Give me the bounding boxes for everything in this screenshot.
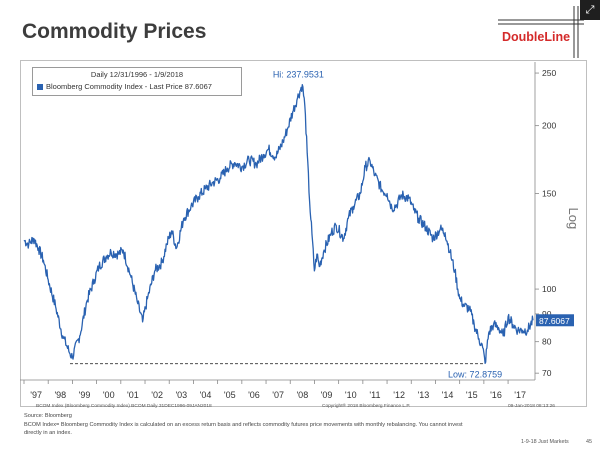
x-tick-label: '05 <box>224 390 236 400</box>
x-tick-label: '08 <box>296 390 308 400</box>
chart-axes: 70 80 90 100 150 200 250 Log '97 '98 '99 '00 '01 '02 '… <box>20 62 581 400</box>
low-annotation: Low: 72.8759 <box>448 370 502 380</box>
series-line-bcom <box>23 84 534 364</box>
x-tick-label: '09 <box>321 390 333 400</box>
high-annotation: Hi: 237.9531 <box>273 70 324 80</box>
y-tick-label: 70 <box>542 368 552 378</box>
x-tick-label: '03 <box>175 390 187 400</box>
x-tick-label: '14 <box>442 390 454 400</box>
bloomberg-footer-center: Copyright® 2018 Bloomberg Finance L.P. <box>322 404 411 409</box>
source-note: BCOM Index= Bloomberg Commodity Index is… <box>24 422 463 436</box>
chart-series-layer <box>23 84 534 364</box>
x-tick-label: '97 <box>30 390 42 400</box>
y-tick-label: 200 <box>542 121 556 131</box>
chart-frame <box>20 60 587 407</box>
y-tick-label: 100 <box>542 284 556 294</box>
last-price-label: 87.6067 <box>539 316 570 326</box>
chart-annotations: Hi: 237.9531 Low: 72.8759 87.6067 <box>273 70 574 380</box>
y-axis-label: Log <box>566 207 581 229</box>
last-price-tag <box>536 314 574 327</box>
x-tick-label: '04 <box>200 390 212 400</box>
x-tick-label: '16 <box>490 390 502 400</box>
doubleline-logo <box>498 6 584 58</box>
bloomberg-footer-right: 09-Jan-2018 08:13:26 <box>508 404 555 409</box>
legend-date-range: Daily 12/31/1996 - 1/9/2018 <box>90 70 184 79</box>
legend-series-label: Bloomberg Commodity Index - Last Price 8… <box>46 82 212 91</box>
x-tick-label: '11 <box>369 390 380 400</box>
x-tick-label: '01 <box>127 390 139 400</box>
legend-series-entry: Bloomberg Commodity Index - Last Price 8… <box>37 82 212 91</box>
x-tick-label: '07 <box>272 390 284 400</box>
y-tick-label: 80 <box>542 337 552 347</box>
page-number: 45 <box>586 439 592 445</box>
x-tick-label: '00 <box>103 390 115 400</box>
x-tick-label: '06 <box>248 390 260 400</box>
x-tick-label: '17 <box>514 390 526 400</box>
y-tick-label: 250 <box>542 68 556 78</box>
source-label: Source: Bloomberg <box>24 413 72 419</box>
x-tick-label: '99 <box>79 390 91 400</box>
y-tick-label: 90 <box>542 309 552 319</box>
chart-legend: Daily 12/31/1996 - 1/9/2018 Bloomberg Co… <box>32 67 242 96</box>
legend-swatch <box>37 84 43 91</box>
doubleline-logo-text: DoubleLine <box>502 30 571 44</box>
expand-icon[interactable]: ⤢ <box>580 0 600 20</box>
page-title: Commodity Prices <box>22 20 207 43</box>
x-tick-label: '10 <box>345 390 357 400</box>
x-tick-label: '12 <box>393 390 405 400</box>
bloomberg-footer-left: BCOM Index (Bloomberg Commodity Index) B… <box>36 404 212 409</box>
y-tick-label: 150 <box>542 188 556 198</box>
page-footer-text: 1-9-18 Just Markets <box>521 439 569 445</box>
x-tick-label: '15 <box>466 390 478 400</box>
x-tick-label: '13 <box>417 390 429 400</box>
x-tick-label: '02 <box>151 390 163 400</box>
x-tick-label: '98 <box>54 390 66 400</box>
